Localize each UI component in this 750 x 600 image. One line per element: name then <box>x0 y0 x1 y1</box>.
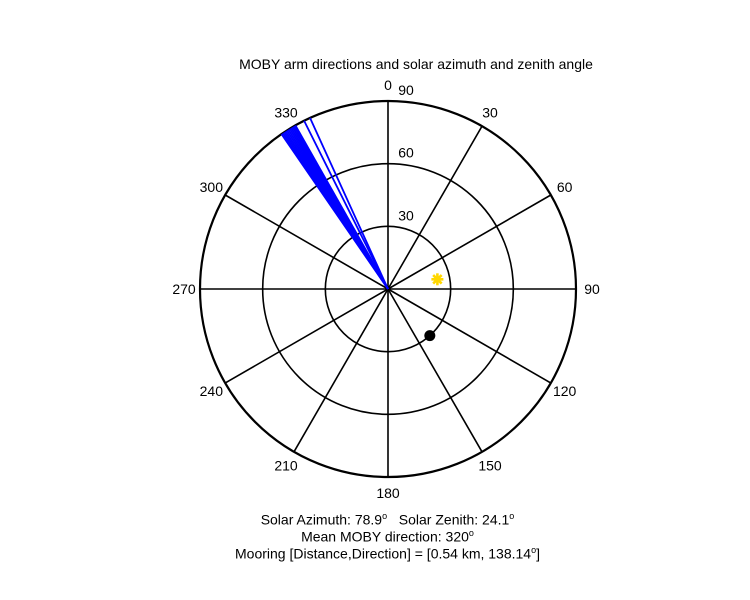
mooring-marker <box>424 330 436 342</box>
angular-tick-label: 330 <box>274 104 298 120</box>
solar-caption: Solar Azimuth: 78.9o Solar Zenith: 24.1o <box>0 508 750 529</box>
angular-tick-label: 180 <box>376 485 400 501</box>
angular-tick-label: 30 <box>482 104 498 120</box>
degree-mark: o <box>468 528 474 538</box>
sun-marker <box>431 273 444 286</box>
moby-arm-line <box>303 120 389 290</box>
moby-arm-line <box>309 117 389 290</box>
angular-tick-label: 90 <box>584 281 600 297</box>
radial-tick-label: 60 <box>398 145 414 161</box>
angular-tick-label: 270 <box>172 281 196 297</box>
angular-spoke <box>387 288 483 453</box>
radial-tick-label: 90 <box>398 82 414 98</box>
mooring-caption: Mooring [Distance,Direction] = [0.54 km,… <box>0 542 750 563</box>
angular-spoke <box>224 288 389 384</box>
angular-spoke <box>387 288 552 384</box>
sun-marker-ray <box>432 274 443 285</box>
mean-moby-text: Mean MOBY direction: 320 <box>301 528 469 545</box>
angular-tick-label: 300 <box>200 179 224 195</box>
angular-tick-label: 150 <box>478 458 502 474</box>
solar-zenith-text: Solar Zenith: 24.1 <box>398 511 510 528</box>
angular-tick-label: 240 <box>200 383 224 399</box>
angular-tick-label: 120 <box>553 383 577 399</box>
mooring-text: Mooring [Distance,Direction] = [0.54 km,… <box>235 545 532 562</box>
angular-tick-label: 210 <box>274 458 298 474</box>
radial-tick-label: 30 <box>398 207 414 223</box>
angular-spoke <box>387 194 552 290</box>
degree-mark: o <box>531 545 537 555</box>
angular-tick-label: 60 <box>557 179 573 195</box>
angular-spoke <box>387 125 483 290</box>
angular-spoke <box>293 288 389 453</box>
mooring-text-suffix: ] <box>536 545 540 562</box>
angular-spoke <box>224 194 389 290</box>
moby-caption: Mean MOBY direction: 320o <box>0 525 750 546</box>
angular-tick-label: 0 <box>384 77 392 93</box>
degree-mark: o <box>382 511 388 521</box>
solar-azimuth-text: Solar Azimuth: 78.9 <box>260 511 383 528</box>
chart-title: MOBY arm directions and solar azimuth an… <box>239 56 593 72</box>
degree-mark: o <box>509 511 515 521</box>
moby-arm-line <box>294 124 389 290</box>
